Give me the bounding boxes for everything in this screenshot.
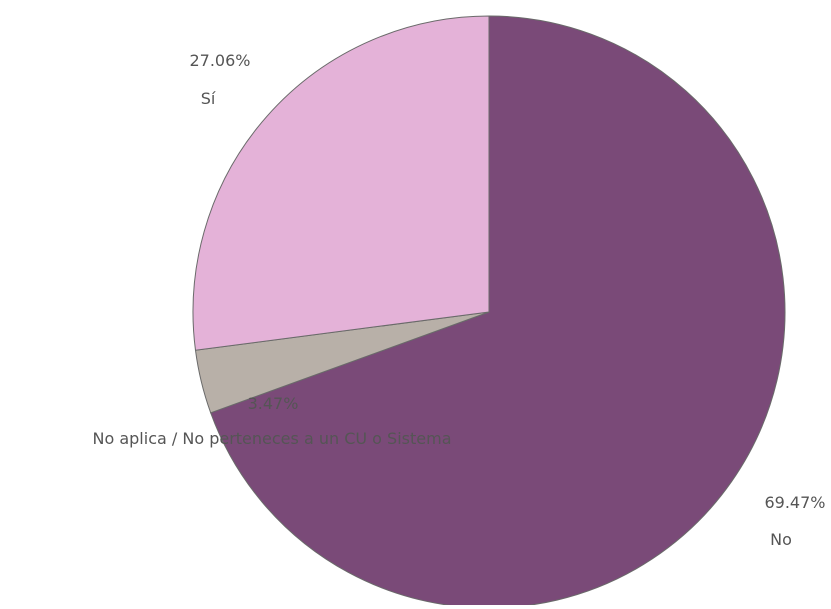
- pie-slices: [192, 15, 786, 609]
- pie-labels: 69.47% No 3.47% No aplica / No perteneces a…: [93, 51, 826, 549]
- pie-slice-2: [192, 15, 490, 351]
- slice-category-label-2: Sí: [201, 89, 216, 108]
- slice-percent-label-2: 27.06%: [189, 51, 250, 70]
- slice-category-label-0: No: [770, 530, 792, 549]
- slice-percent-label-0: 69.47%: [764, 493, 825, 512]
- pie-slice-0: [210, 15, 786, 609]
- slice-percent-label-1: 3.47%: [248, 394, 299, 413]
- slice-category-label-1: No aplica / No perteneces a un CU o Sist…: [93, 429, 452, 448]
